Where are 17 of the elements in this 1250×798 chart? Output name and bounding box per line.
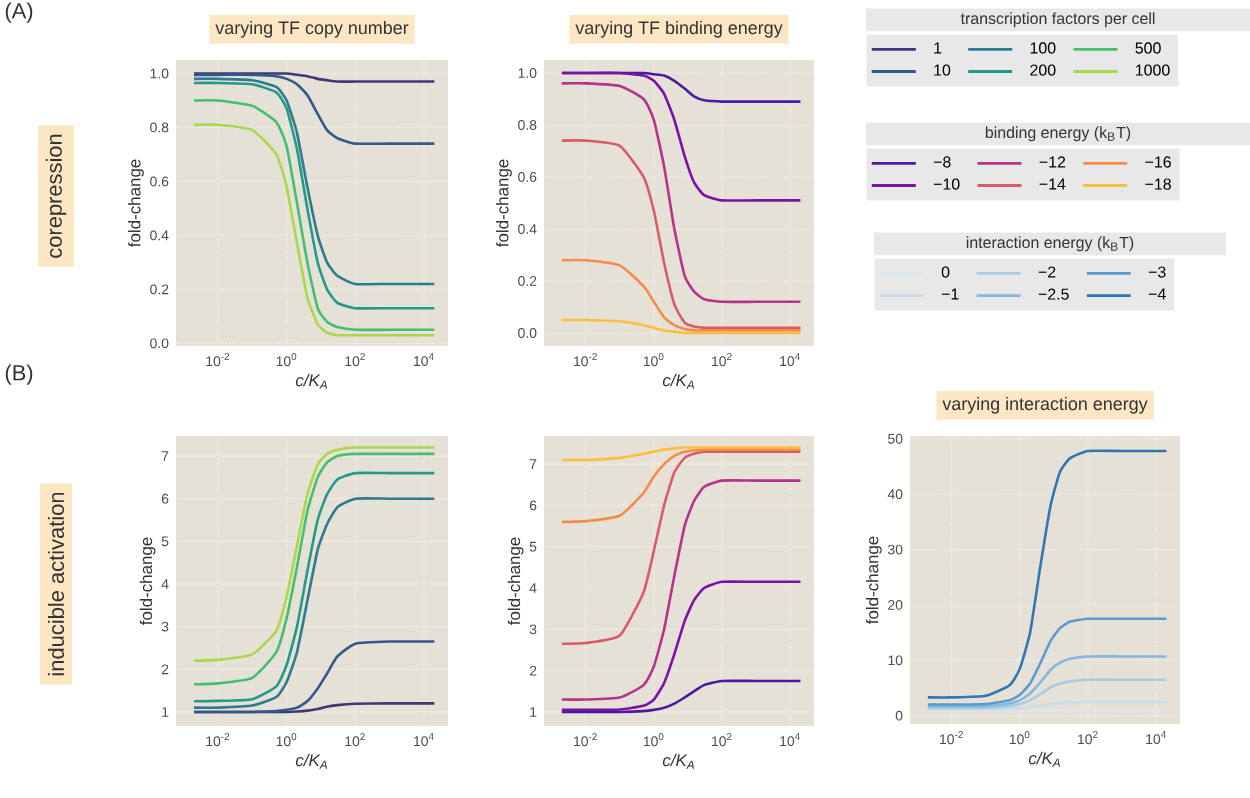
y-axis-title: fold-change bbox=[128, 159, 144, 247]
chart-title: varying TF binding energy bbox=[575, 20, 783, 38]
x-axis-title: c/K$_{A}$ bbox=[662, 373, 695, 389]
text: corepression bbox=[45, 134, 67, 258]
x-axis-title: c/K$_{A}$ bbox=[295, 753, 328, 769]
x-axis-title: c/K$_{A}$ bbox=[662, 753, 695, 769]
chart-title: varying interaction energy bbox=[942, 396, 1148, 414]
x-axis-title: c/K$_{A}$ bbox=[295, 373, 328, 389]
y-axis-title: fold-change bbox=[496, 159, 512, 247]
y-axis-title: fold-change bbox=[507, 537, 524, 626]
text: inducible activation bbox=[47, 492, 65, 676]
chart-title: varying TF copy number bbox=[215, 20, 409, 38]
text: (B) bbox=[5, 364, 33, 385]
y-axis-title: fold-change bbox=[139, 537, 156, 626]
text: (A) bbox=[5, 2, 33, 23]
y-axis-title: fold-change bbox=[865, 536, 882, 625]
x-axis-title: c/K$_{A}$ bbox=[1028, 751, 1061, 767]
